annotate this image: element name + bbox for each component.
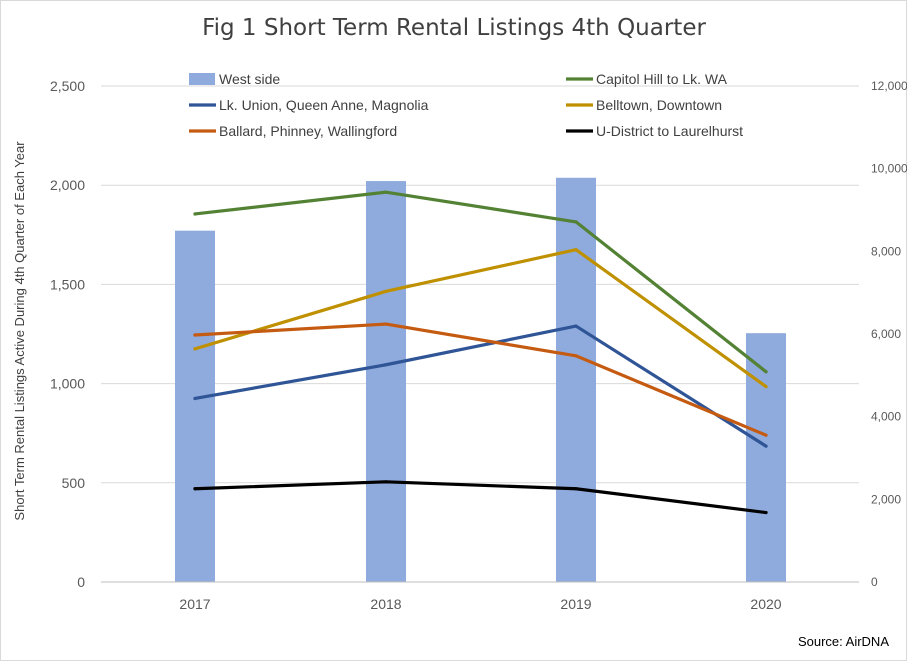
legend-label: U-District to Laurelhurst bbox=[596, 123, 743, 139]
bar-west-side-2018 bbox=[366, 181, 406, 583]
legend-label: West side bbox=[219, 71, 280, 87]
point-u-district-to-laurelhurst-2019 bbox=[574, 487, 578, 491]
point-capitol-hill-to-lk-wa-2018 bbox=[384, 190, 388, 194]
series-line-ballard-phinney-wallingford bbox=[193, 322, 768, 437]
y-tick-label: 1,000 bbox=[50, 376, 85, 392]
point-u-district-to-laurelhurst-2020 bbox=[764, 510, 768, 515]
point-belltown-downtown-2018 bbox=[384, 289, 388, 293]
x-tick-label: 2020 bbox=[750, 596, 781, 612]
y2-tick-label: 2,000 bbox=[871, 492, 901, 506]
point-capitol-hill-to-lk-wa-2019 bbox=[574, 220, 578, 224]
bar-west-side-2019 bbox=[556, 177, 596, 582]
legend-label: Capitol Hill to Lk. WA bbox=[596, 71, 728, 87]
point-ballard-phinney-wallingford-2017 bbox=[193, 333, 197, 337]
y-tick-label: 1,500 bbox=[50, 276, 85, 292]
point-lk-union-queen-anne-magnolia-2017 bbox=[193, 396, 197, 401]
point-belltown-downtown-2019 bbox=[574, 248, 578, 252]
point-lk-union-queen-anne-magnolia-2019 bbox=[574, 324, 578, 328]
y-axis-label: Short Term Rental Listings Active During… bbox=[12, 141, 27, 521]
y-tick-label: 2,000 bbox=[50, 177, 85, 193]
line-series bbox=[193, 190, 768, 515]
y2-tick-label: 6,000 bbox=[871, 327, 901, 341]
point-belltown-downtown-2017 bbox=[193, 347, 197, 351]
legend: West side Capitol Hill to Lk. WA Lk. Union… bbox=[189, 71, 743, 139]
legend-label: Belltown, Downtown bbox=[596, 97, 722, 113]
bar-west-side-2017 bbox=[175, 230, 215, 582]
series-line-u-district-to-laurelhurst bbox=[193, 480, 768, 515]
axes: 0 500 1,000 1,500 2,000 2,500 0 2,000 4,000 6,000… bbox=[50, 78, 907, 612]
legend-label: Ballard, Phinney, Wallingford bbox=[219, 123, 397, 139]
point-lk-union-queen-anne-magnolia-2018 bbox=[384, 363, 388, 367]
point-ballard-phinney-wallingford-2018 bbox=[384, 322, 388, 326]
y2-tick-label: 4,000 bbox=[871, 410, 901, 424]
y2-tick-label: 8,000 bbox=[871, 244, 901, 258]
y-tick-label: 0 bbox=[77, 574, 85, 590]
x-tick-label: 2018 bbox=[370, 596, 401, 612]
y-tick-label: 500 bbox=[62, 475, 86, 491]
series-line-belltown-downtown bbox=[193, 248, 768, 389]
source-note: Source: AirDNA bbox=[798, 634, 889, 649]
x-tick-label: 2017 bbox=[179, 596, 210, 612]
point-capitol-hill-to-lk-wa-2020 bbox=[764, 370, 768, 374]
point-u-district-to-laurelhurst-2017 bbox=[193, 487, 197, 491]
x-tick-label: 2019 bbox=[560, 596, 591, 612]
y-tick-label: 2,500 bbox=[50, 78, 85, 94]
legend-label: Lk. Union, Queen Anne, Magnolia bbox=[219, 97, 429, 113]
bar-west-side-2020 bbox=[746, 333, 786, 582]
y2-tick-label: 10,000 bbox=[871, 162, 907, 176]
point-ballard-phinney-wallingford-2019 bbox=[574, 354, 578, 358]
y2-tick-label: 12,000 bbox=[871, 79, 907, 93]
y2-tick-label: 0 bbox=[871, 575, 878, 589]
point-u-district-to-laurelhurst-2018 bbox=[384, 480, 388, 484]
bar-series bbox=[175, 177, 786, 583]
point-lk-union-queen-anne-magnolia-2020 bbox=[764, 444, 768, 448]
point-ballard-phinney-wallingford-2020 bbox=[764, 433, 768, 437]
series-line-lk-union-queen-anne-magnolia bbox=[193, 324, 768, 448]
chart-title: Fig 1 Short Term Rental Listings 4th Qua… bbox=[202, 15, 706, 41]
series-line-capitol-hill-to-lk-wa bbox=[193, 190, 768, 374]
point-belltown-downtown-2020 bbox=[764, 384, 768, 389]
legend-swatch bbox=[189, 73, 215, 85]
point-capitol-hill-to-lk-wa-2017 bbox=[193, 212, 197, 216]
